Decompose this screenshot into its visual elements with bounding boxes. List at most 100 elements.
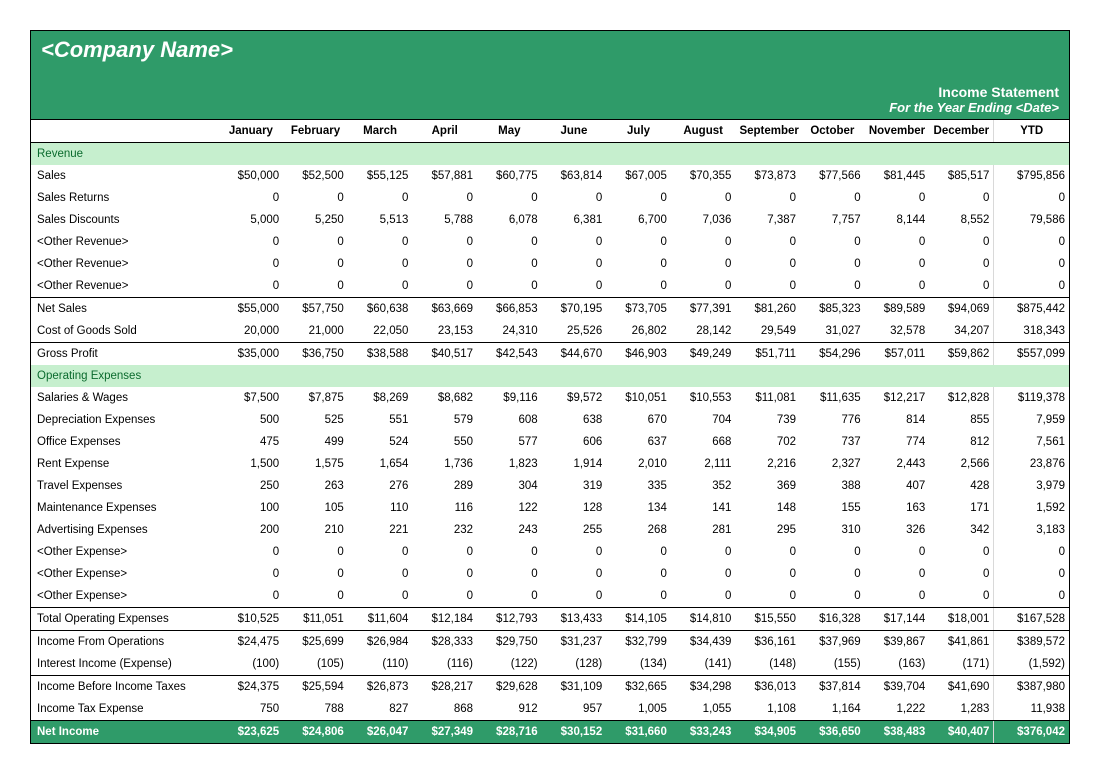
table-body: RevenueSales$50,000$52,500$55,125$57,881… (31, 143, 1069, 744)
cell-month: $14,810 (671, 608, 736, 631)
data-row: Income Before Income Taxes$24,375$25,594… (31, 676, 1069, 699)
cell-month: 0 (542, 541, 607, 563)
row-label: Net Income (31, 721, 219, 744)
cell-ytd: 1,592 (994, 497, 1069, 519)
cell-month: $26,873 (348, 676, 413, 699)
cell-month: $16,328 (800, 608, 865, 631)
cell-month: $63,814 (542, 165, 607, 187)
cell-month: 0 (283, 541, 348, 563)
cell-month: 0 (412, 541, 477, 563)
cell-month: 8,144 (865, 209, 930, 231)
cell-ytd: 0 (994, 275, 1069, 298)
cell-month: 0 (412, 563, 477, 585)
cell-month: 0 (929, 275, 994, 298)
data-row: <Other Revenue>0000000000000 (31, 231, 1069, 253)
cell-ytd: $389,572 (994, 631, 1069, 654)
row-label: <Other Revenue> (31, 275, 219, 298)
cell-month: (163) (865, 653, 930, 676)
cell-month: $28,333 (412, 631, 477, 654)
cell-month: 155 (800, 497, 865, 519)
cell-month: $46,903 (606, 343, 671, 366)
row-label: <Other Revenue> (31, 253, 219, 275)
cell-month: 22,050 (348, 320, 413, 343)
cell-month: 670 (606, 409, 671, 431)
cell-month: (116) (412, 653, 477, 676)
cell-month: $70,195 (542, 298, 607, 321)
col-month: December (929, 120, 994, 143)
cell-month: (141) (671, 653, 736, 676)
cell-month: 304 (477, 475, 542, 497)
cell-month: 550 (412, 431, 477, 453)
cell-month: 326 (865, 519, 930, 541)
cell-month: 812 (929, 431, 994, 453)
cell-month: 20,000 (219, 320, 284, 343)
cell-month: 2,566 (929, 453, 994, 475)
cell-month: 310 (800, 519, 865, 541)
col-month: November (865, 120, 930, 143)
row-label: Sales Returns (31, 187, 219, 209)
row-label: Total Operating Expenses (31, 608, 219, 631)
cell-month: $59,862 (929, 343, 994, 366)
cell-month: 232 (412, 519, 477, 541)
cell-month: $81,445 (865, 165, 930, 187)
cell-ytd: $557,099 (994, 343, 1069, 366)
cell-month: 0 (477, 187, 542, 209)
cell-month: $31,237 (542, 631, 607, 654)
cell-month: 0 (800, 585, 865, 608)
cell-month: 0 (283, 253, 348, 275)
cell-month: 0 (865, 253, 930, 275)
cell-ytd: $795,856 (994, 165, 1069, 187)
cell-month: 551 (348, 409, 413, 431)
cell-month: 1,823 (477, 453, 542, 475)
cell-month: 268 (606, 519, 671, 541)
cell-month: 7,387 (735, 209, 800, 231)
cell-month: $10,553 (671, 387, 736, 409)
cell-month: 352 (671, 475, 736, 497)
cell-month: $60,775 (477, 165, 542, 187)
cell-month: 0 (412, 275, 477, 298)
cell-ytd: 0 (994, 253, 1069, 275)
company-name: <Company Name> (41, 37, 1059, 63)
cell-month: 0 (477, 563, 542, 585)
cell-month: $77,391 (671, 298, 736, 321)
cell-month: $36,013 (735, 676, 800, 699)
cell-month: 24,310 (477, 320, 542, 343)
cell-month: 0 (348, 563, 413, 585)
cell-month: 5,788 (412, 209, 477, 231)
cell-month: $41,861 (929, 631, 994, 654)
cell-month: 0 (929, 253, 994, 275)
cell-month: 0 (735, 253, 800, 275)
cell-month: 0 (219, 585, 284, 608)
cell-month: $57,750 (283, 298, 348, 321)
cell-month: 21,000 (283, 320, 348, 343)
cell-month: 0 (348, 541, 413, 563)
header-right: Income Statement For the Year Ending <Da… (889, 84, 1059, 115)
cell-month: 1,654 (348, 453, 413, 475)
cell-month: (155) (800, 653, 865, 676)
cell-month: 0 (412, 585, 477, 608)
cell-month: $81,260 (735, 298, 800, 321)
cell-month: 0 (283, 563, 348, 585)
cell-month: $12,828 (929, 387, 994, 409)
cell-month: $13,433 (542, 608, 607, 631)
cell-month: 7,036 (671, 209, 736, 231)
data-row: <Other Revenue>0000000000000 (31, 253, 1069, 275)
cell-month: 0 (671, 563, 736, 585)
cell-month: 319 (542, 475, 607, 497)
cell-month: 5,000 (219, 209, 284, 231)
cell-month: 0 (219, 541, 284, 563)
cell-month: $32,799 (606, 631, 671, 654)
cell-month: 0 (671, 585, 736, 608)
cell-month: $24,806 (283, 721, 348, 744)
cell-month: 0 (671, 275, 736, 298)
cell-month: 289 (412, 475, 477, 497)
cell-month: 5,250 (283, 209, 348, 231)
cell-month: 1,500 (219, 453, 284, 475)
cell-month: 0 (606, 541, 671, 563)
cell-month: 0 (929, 563, 994, 585)
section-header: Operating Expenses (31, 365, 1069, 387)
cell-month: 0 (735, 585, 800, 608)
cell-month: 8,552 (929, 209, 994, 231)
cell-month: 0 (283, 187, 348, 209)
cell-month: 0 (219, 563, 284, 585)
